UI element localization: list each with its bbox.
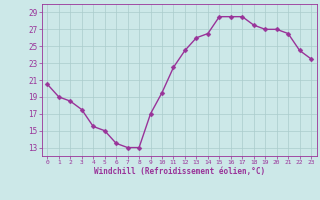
X-axis label: Windchill (Refroidissement éolien,°C): Windchill (Refroidissement éolien,°C) [94,167,265,176]
